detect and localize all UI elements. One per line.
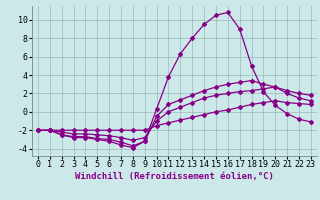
X-axis label: Windchill (Refroidissement éolien,°C): Windchill (Refroidissement éolien,°C)	[75, 172, 274, 181]
